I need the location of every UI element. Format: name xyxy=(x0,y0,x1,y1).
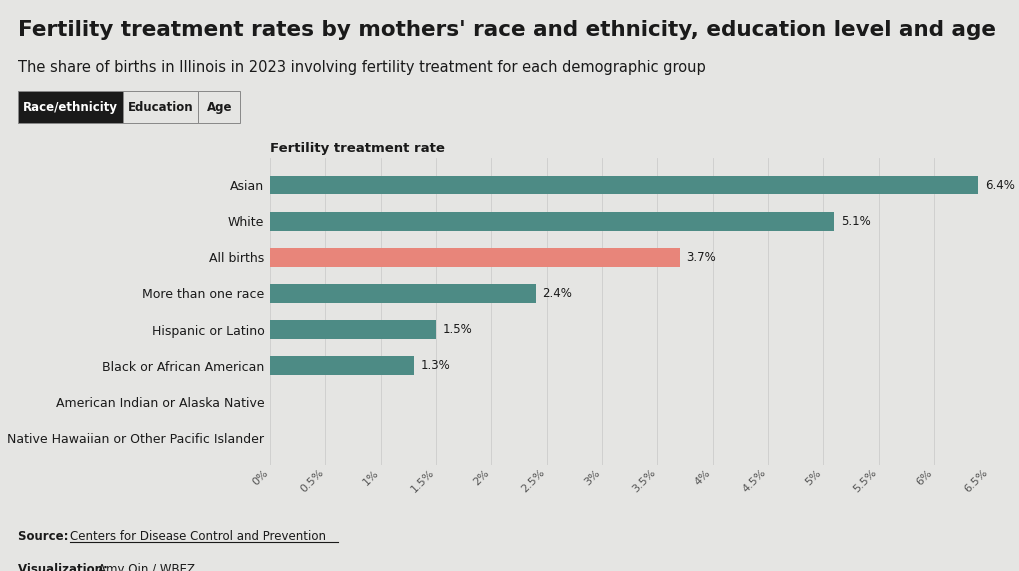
Text: 3.7%: 3.7% xyxy=(686,251,715,264)
Text: 2.4%: 2.4% xyxy=(542,287,572,300)
Text: Visualization:: Visualization: xyxy=(18,563,112,571)
Bar xyxy=(270,320,435,339)
Text: Fertility treatment rate: Fertility treatment rate xyxy=(270,142,444,155)
Text: 5.1%: 5.1% xyxy=(841,215,870,228)
Text: Education: Education xyxy=(128,100,194,114)
Bar xyxy=(270,176,977,195)
Text: 1.5%: 1.5% xyxy=(442,323,472,336)
Text: Centers for Disease Control and Prevention: Centers for Disease Control and Preventi… xyxy=(70,530,326,543)
Bar xyxy=(270,248,679,267)
Text: 6.4%: 6.4% xyxy=(984,179,1014,192)
Text: Age: Age xyxy=(207,100,232,114)
Text: Race/ethnicity: Race/ethnicity xyxy=(23,100,118,114)
Text: Amy Qin / WBEZ: Amy Qin / WBEZ xyxy=(98,563,196,571)
Text: Source:: Source: xyxy=(18,530,73,543)
Bar xyxy=(270,284,535,303)
Text: 1.3%: 1.3% xyxy=(420,359,449,372)
Text: Fertility treatment rates by mothers' race and ethnicity, education level and ag: Fertility treatment rates by mothers' ra… xyxy=(18,20,996,40)
Text: The share of births in Illinois in 2023 involving fertility treatment for each d: The share of births in Illinois in 2023 … xyxy=(18,60,705,75)
Bar xyxy=(270,212,834,231)
Bar xyxy=(270,356,414,375)
